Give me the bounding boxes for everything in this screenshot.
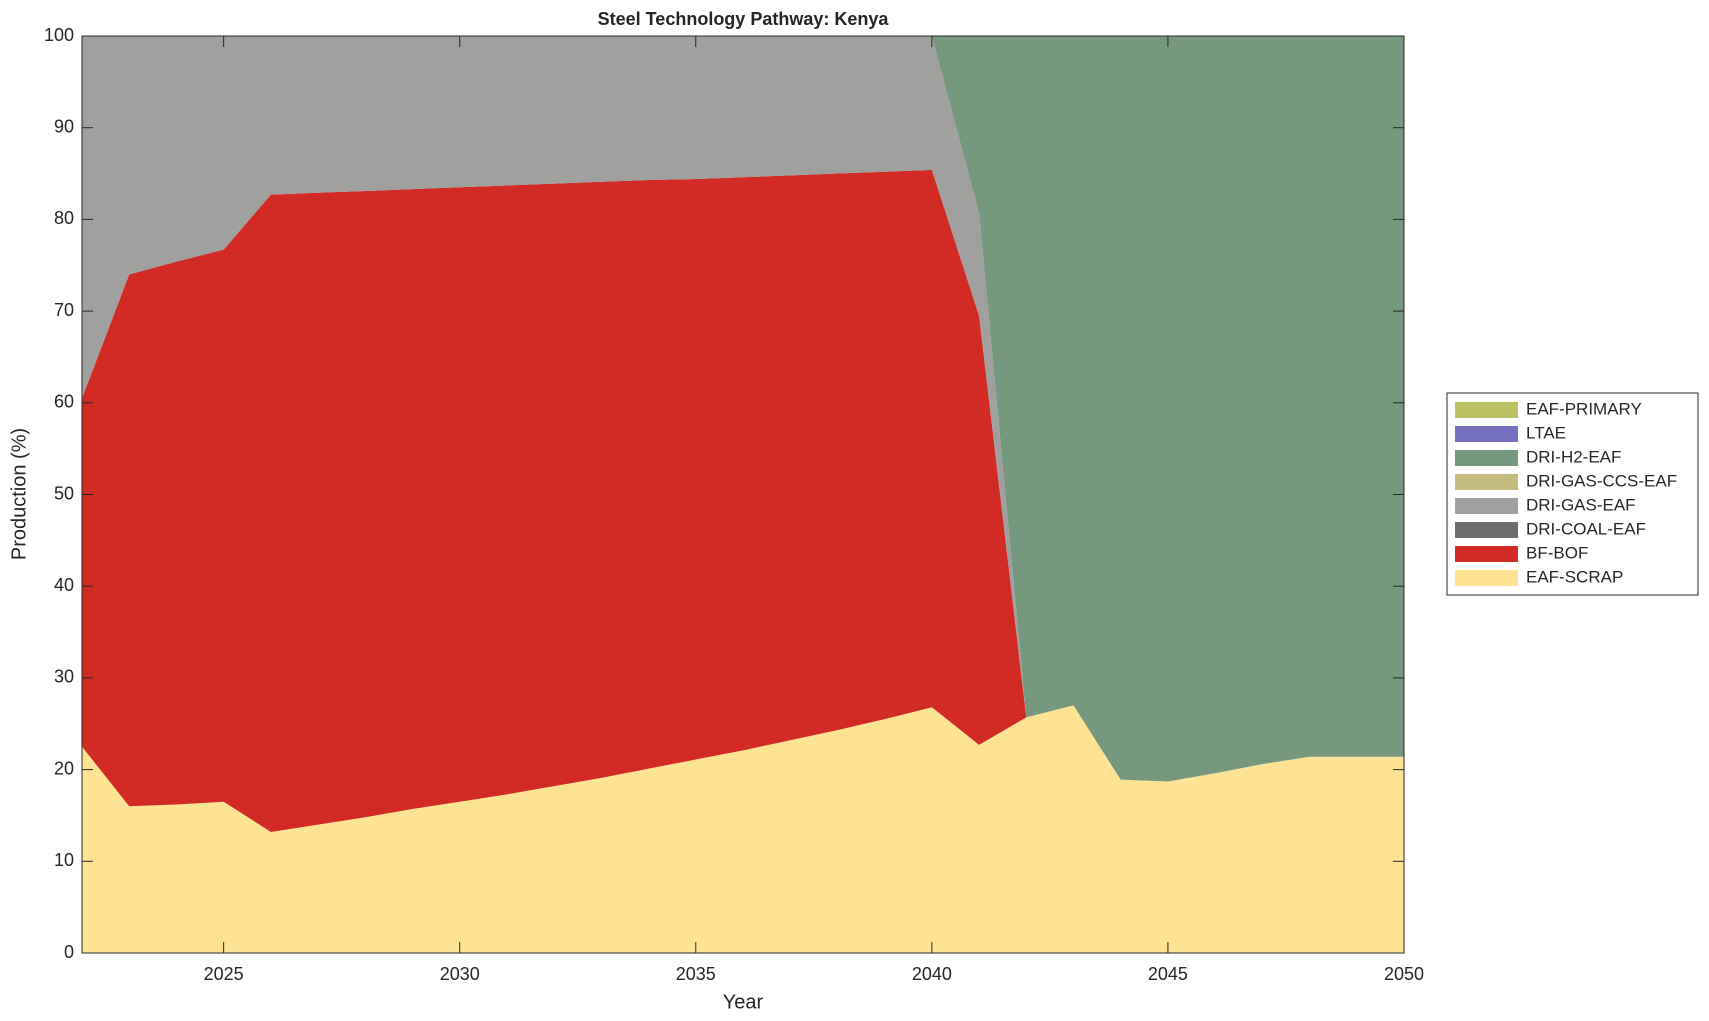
y-tick-label: 10	[54, 850, 74, 870]
legend-swatch	[1455, 426, 1518, 442]
legend-swatch	[1455, 570, 1518, 586]
legend-label: DRI-GAS-EAF	[1526, 495, 1636, 514]
x-tick-label: 2030	[440, 964, 480, 984]
x-axis-label: Year	[723, 991, 764, 1013]
legend-label: BF-BOF	[1526, 543, 1588, 562]
y-axis-label: Production (%)	[8, 428, 30, 560]
chart-title: Steel Technology Pathway: Kenya	[598, 9, 890, 29]
legend-label: EAF-SCRAP	[1526, 567, 1623, 586]
y-tick-label: 20	[54, 758, 74, 778]
legend-label: DRI-COAL-EAF	[1526, 519, 1646, 538]
legend-swatch	[1455, 498, 1518, 514]
y-tick-label: 40	[54, 575, 74, 595]
legend-swatch	[1455, 402, 1518, 418]
y-tick-label: 70	[54, 300, 74, 320]
y-tick-label: 60	[54, 392, 74, 412]
area	[82, 36, 1404, 782]
area	[82, 36, 1404, 782]
legend-swatch	[1455, 474, 1518, 490]
legend-label: DRI-GAS-CCS-EAF	[1526, 471, 1677, 490]
x-tick-label: 2035	[676, 964, 716, 984]
legend-label: LTAE	[1526, 423, 1566, 442]
legend-label: EAF-PRIMARY	[1526, 399, 1642, 418]
legend-swatch	[1455, 450, 1518, 466]
x-tick-label: 2040	[912, 964, 952, 984]
legend: EAF-PRIMARY LTAE DRI-H2-EAF DRI-GAS-CCS-EAF…	[1446, 392, 1699, 596]
y-tick-label: 30	[54, 667, 74, 687]
y-tick-label: 50	[54, 483, 74, 503]
legend-box	[1446, 392, 1699, 596]
y-tick-label: 90	[54, 116, 74, 136]
x-tick-label: 2025	[204, 964, 244, 984]
y-tick-label: 100	[44, 25, 74, 45]
area	[82, 705, 1404, 953]
area	[82, 169, 1404, 832]
y-tick-label: 80	[54, 208, 74, 228]
legend-label: DRI-H2-EAF	[1526, 447, 1621, 466]
legend-swatch	[1455, 522, 1518, 538]
legend-swatch	[1455, 546, 1518, 562]
x-tick-label: 2050	[1384, 964, 1424, 984]
x-tick-label: 2045	[1148, 964, 1188, 984]
y-tick-label: 0	[64, 942, 74, 962]
